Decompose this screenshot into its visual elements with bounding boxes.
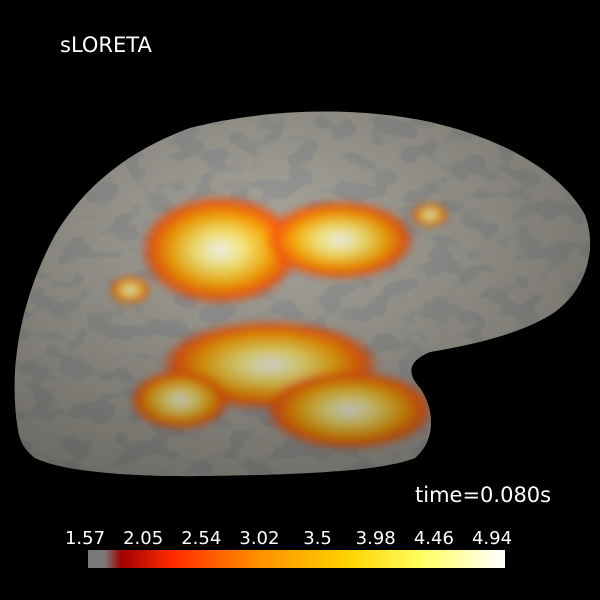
colorbar-tick-label: 4.94 [472, 528, 512, 549]
title: sLORETA [60, 33, 152, 57]
colorbar-tick-label: 2.54 [181, 528, 221, 549]
colorbar-tick-label: 3.5 [303, 528, 332, 549]
colorbar-tick-label: 1.57 [65, 528, 105, 549]
colorbar-tick-label: 4.46 [414, 528, 454, 549]
colorbar-ticks: 1.57 2.05 2.54 3.02 3.5 3.98 4.46 4.94 [65, 528, 512, 549]
colorbar-tick-label: 3.02 [239, 528, 279, 549]
colorbar-tick-label: 2.05 [123, 528, 163, 549]
time-label: time=0.080s [415, 483, 551, 507]
colorbar-tick-label: 3.98 [356, 528, 396, 549]
brain-surface [14, 111, 591, 477]
colorbar [88, 550, 505, 568]
